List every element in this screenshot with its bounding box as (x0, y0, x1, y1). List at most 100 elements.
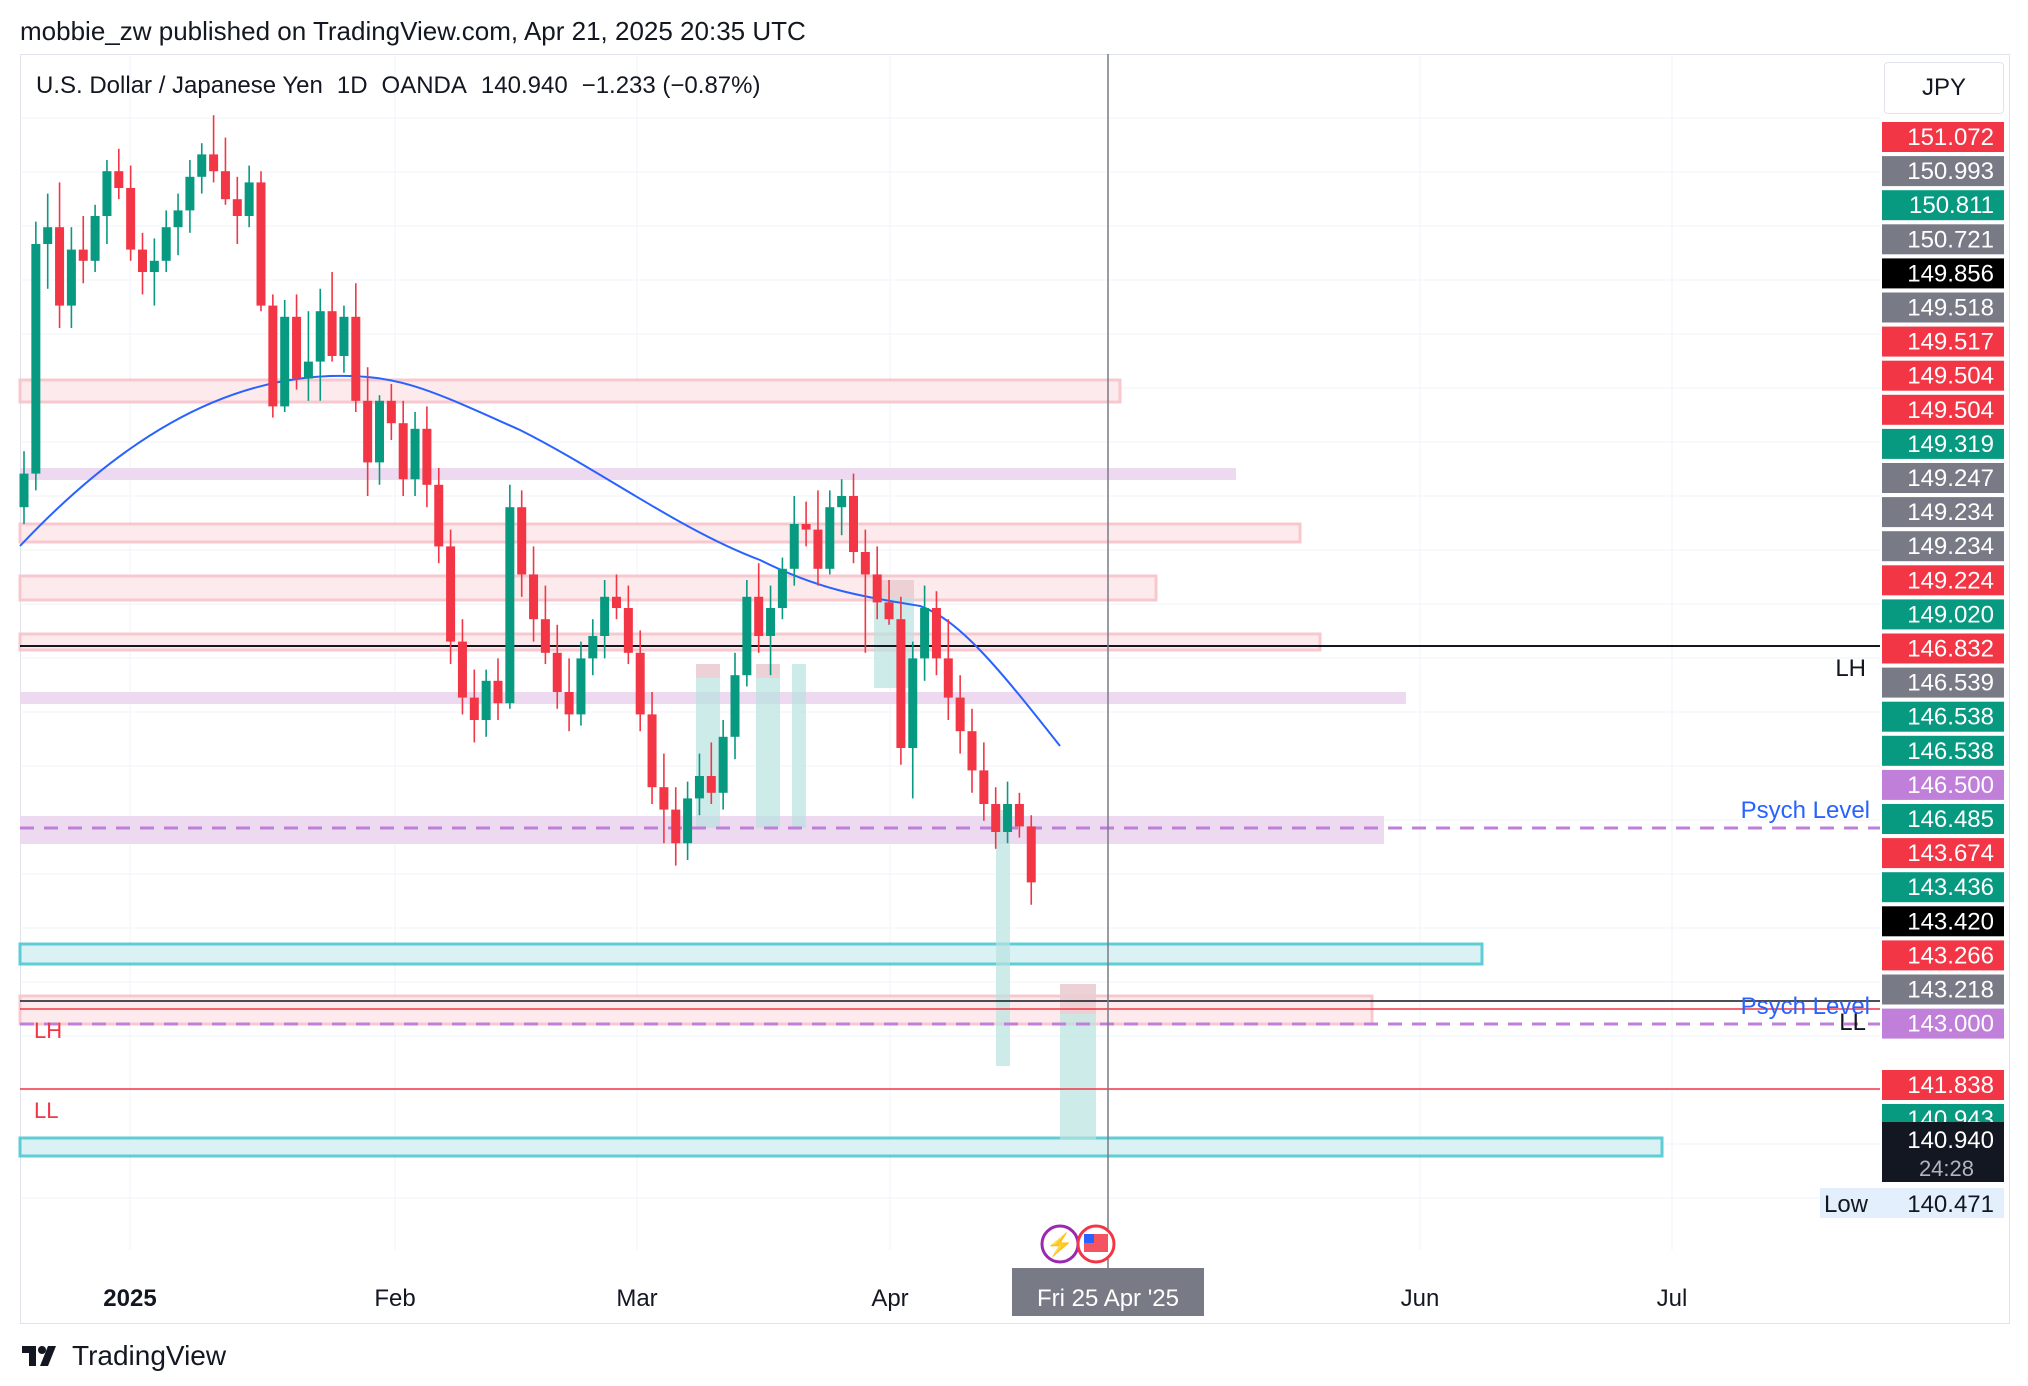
price-tag-value: 143.420 (1907, 908, 1994, 935)
x-axis-label: Jun (1401, 1285, 1440, 1312)
zone-rectangle (18, 378, 1122, 404)
price-tag-value: 149.517 (1907, 329, 1994, 356)
candle-up (410, 428, 420, 480)
price-tag (1882, 122, 2004, 152)
price-tag (1882, 190, 2004, 221)
price-tag-value: 150.811 (1909, 192, 1994, 219)
price-tag (1882, 428, 2004, 459)
currency-selector[interactable]: JPY (1884, 62, 2004, 114)
candle-up (149, 260, 159, 272)
candle-down (529, 574, 539, 620)
lightning-glyph: ⚡ (1046, 1232, 1073, 1258)
candle-down (647, 714, 657, 788)
candle-up (837, 496, 847, 508)
candle-down (955, 697, 965, 732)
ll-left-label: LL (34, 1098, 58, 1123)
lh-left-label: LH (34, 1018, 62, 1043)
candle-down (943, 658, 953, 698)
publisher-header: mobbie_zw published on TradingView.com, … (20, 16, 806, 46)
price-tag (1882, 667, 2004, 698)
candle-down (256, 182, 266, 306)
psych-level-label: Psych Level (1741, 993, 1870, 1020)
candle-up (375, 400, 384, 463)
candle-down (813, 529, 823, 569)
candle-down (292, 316, 302, 379)
candle-down (706, 776, 716, 793)
zone-rectangle (18, 632, 1322, 652)
price-tag (1882, 463, 2004, 493)
x-axis-label: 2025 (103, 1285, 156, 1312)
price-tag-value: 143.218 (1907, 977, 1994, 1004)
candle-down (517, 507, 527, 575)
price-tag-value: 151.072 (1907, 124, 1994, 151)
chart-frame[interactable] (20, 54, 2010, 1324)
candle-down (849, 496, 858, 552)
candle-down (78, 249, 88, 261)
crosshair-date-label: Fri 25 Apr '25 (1037, 1285, 1179, 1312)
candle-down (327, 311, 337, 356)
low-tag (1820, 1188, 2004, 1218)
candle-up (920, 608, 930, 659)
candle-up (683, 798, 693, 844)
price-tag-value: 150.993 (1907, 158, 1994, 185)
candle-down (931, 608, 941, 659)
zone-rectangle (18, 574, 1158, 602)
x-axis-label: Mar (616, 1285, 657, 1312)
candle-up (102, 171, 112, 216)
candle-down (896, 619, 906, 748)
price-tag-value: 149.518 (1907, 295, 1994, 322)
lh-label: LH (1835, 655, 1866, 682)
candle-up (280, 316, 290, 407)
candle-up (19, 473, 29, 508)
price-tag-value: 149.247 (1907, 465, 1994, 492)
tradingview-brand[interactable]: TradingView (22, 1340, 226, 1372)
candle-up (481, 680, 491, 720)
zone-rectangle (18, 1136, 1664, 1158)
trade-box (696, 664, 720, 678)
low-label: Low (1824, 1191, 1869, 1218)
candle-down (979, 770, 989, 804)
price-tag-value: 149.504 (1907, 363, 1994, 390)
candle-down (991, 804, 1001, 832)
price-tag-value: 143.000 (1907, 1011, 1994, 1038)
price-tag (1882, 258, 2004, 289)
price-tag-value: 146.485 (1907, 806, 1994, 833)
price-tag-value: 143.674 (1907, 840, 1994, 867)
symbol-price: 140.940 (480, 72, 568, 99)
price-tag (1882, 769, 2004, 800)
price-tag-value: 149.234 (1907, 499, 1994, 526)
candle-up (339, 316, 349, 356)
candle-up (908, 658, 918, 748)
symbol-info: U.S. Dollar / Japanese Yen 1D OANDA 140.940… (36, 72, 774, 100)
zone-rectangle (20, 468, 1236, 480)
candle-up (825, 507, 835, 569)
trade-box (874, 580, 914, 598)
price-tag (1882, 974, 2004, 1005)
trade-box (792, 664, 806, 828)
candle-up (777, 568, 787, 608)
trade-box (756, 664, 780, 828)
price-tag-value: 141.838 (1907, 1072, 1994, 1099)
candle-down (232, 199, 242, 216)
price-tag (1882, 224, 2004, 255)
candle-down (754, 596, 764, 636)
zone-rectangle (18, 994, 1374, 1026)
candle-up (766, 608, 776, 636)
candle-down (612, 596, 621, 608)
candle-up (730, 675, 740, 737)
candle-down (564, 692, 574, 715)
currency-label: JPY (1921, 74, 1966, 101)
candle-down (457, 641, 467, 698)
candle-up (185, 176, 195, 211)
price-tag (1882, 804, 2004, 834)
candle-down (1026, 826, 1036, 883)
candle-down (398, 423, 408, 480)
price-tag (1882, 940, 2004, 971)
symbol-exchange: OANDA (381, 72, 467, 99)
price-tag (1882, 292, 2004, 323)
candle-down (126, 188, 136, 250)
candle-up (161, 227, 171, 261)
candle-up (505, 507, 515, 704)
price-tag-value: 146.832 (1907, 636, 1994, 663)
